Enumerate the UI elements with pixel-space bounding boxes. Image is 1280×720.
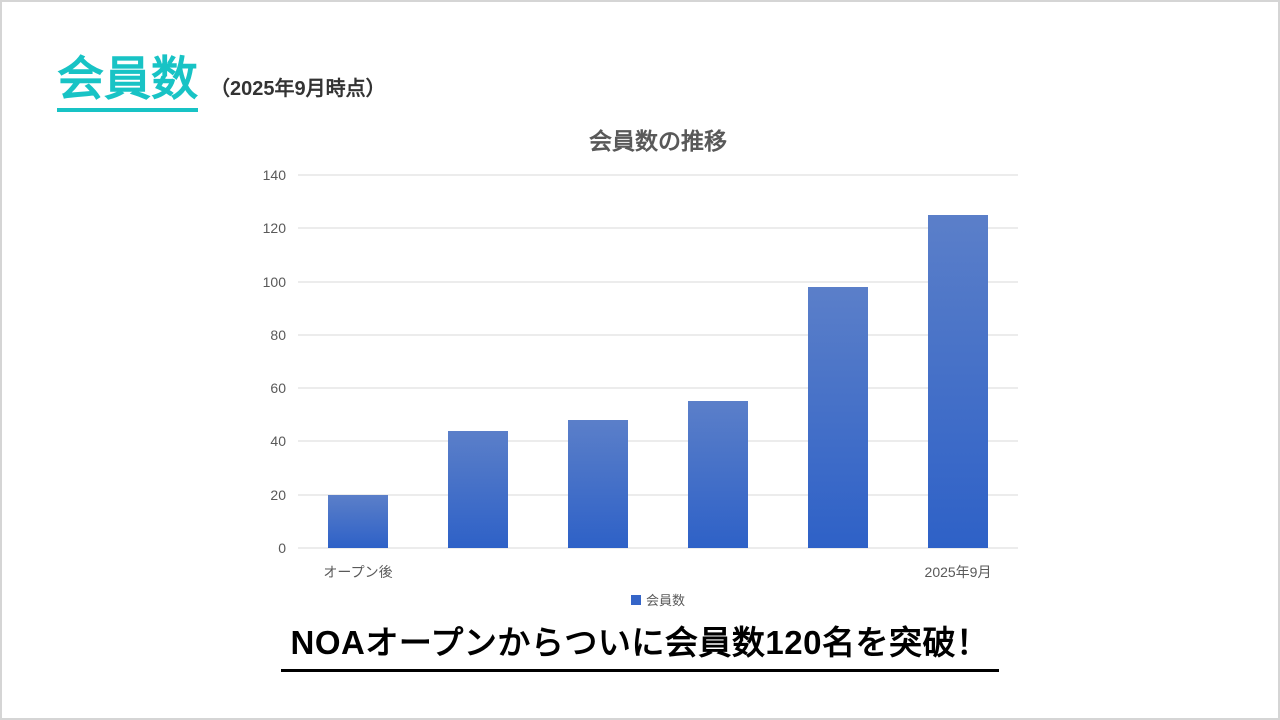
gridline	[298, 281, 1018, 283]
y-tick-label: 120	[262, 220, 286, 237]
y-tick-label: 40	[270, 433, 286, 450]
gridline	[298, 334, 1018, 336]
page-header: 会員数 （2025年9月時点）	[57, 52, 386, 113]
bar-3	[568, 420, 628, 548]
y-tick-label: 60	[270, 380, 286, 397]
gridline	[298, 174, 1018, 176]
x-tick-label: 2025年9月	[924, 564, 992, 580]
y-tick-label: 140	[262, 167, 286, 183]
bar-4	[688, 401, 748, 548]
page-title-suffix: （2025年9月時点）	[210, 78, 386, 100]
plot-area	[298, 174, 1018, 549]
y-tick-label: 0	[278, 540, 286, 556]
gridline	[298, 227, 1018, 229]
legend-swatch-icon	[630, 595, 641, 605]
bar-1	[327, 494, 388, 548]
chart-title: 会員数の推移	[589, 128, 727, 154]
x-tick-label: オープン後	[323, 564, 393, 580]
gridline	[298, 494, 1018, 496]
bar-5	[808, 286, 868, 548]
legend-label: 会員数	[645, 593, 685, 608]
headline-row: NOAオープンからついに会員数120名を突破！	[2, 622, 1278, 673]
y-tick-label: 80	[270, 326, 286, 343]
gridline	[298, 547, 1018, 549]
bar-6	[928, 214, 988, 548]
y-tick-label: 20	[270, 486, 286, 503]
gridline	[298, 440, 1018, 442]
y-axis-labels: 0 20 40 60 80 100 120 140	[234, 168, 286, 555]
chart-legend: 会員数	[298, 590, 1018, 609]
headline: NOAオープンからついに会員数120名を突破！	[280, 622, 1000, 673]
y-tick-label: 100	[262, 273, 286, 290]
x-axis-labels: オープン後 2025年9月	[298, 562, 1018, 584]
gridline	[298, 387, 1018, 389]
page-title: 会員数	[57, 52, 198, 113]
bar-2	[448, 430, 508, 548]
